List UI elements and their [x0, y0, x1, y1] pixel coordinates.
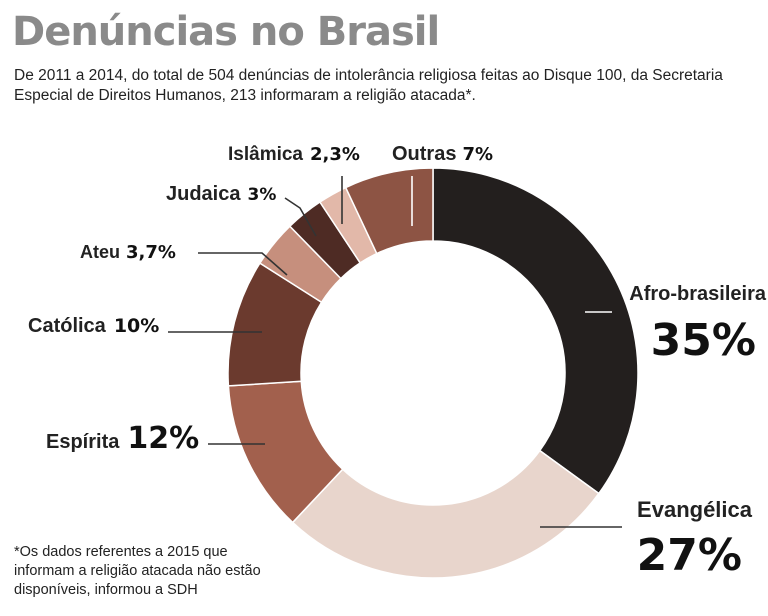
slice-label-catolica: Católica	[28, 315, 107, 337]
leader-line-judaica	[284, 197, 317, 237]
slice-value-afro-brasileira: 35%	[651, 315, 756, 366]
page-title: Denúncias no Brasil	[12, 9, 440, 55]
slice-value-outras: 7%	[462, 144, 493, 165]
slice-label-ateu: Ateu	[80, 242, 120, 262]
leader-line-ateu	[198, 252, 288, 276]
slice-label-islamica: Islâmica	[228, 144, 303, 165]
slice-value-espirita: 12%	[127, 421, 199, 456]
slice-afro-brasileira	[432, 167, 639, 495]
slice-value-islamica: 2,3%	[310, 144, 360, 165]
slice-label-judaica: Judaica	[166, 183, 241, 205]
slice-value-catolica: 10%	[114, 315, 159, 337]
slice-outras	[344, 167, 434, 255]
slice-label-evangelica: Evangélica	[637, 497, 753, 522]
chart-subtitle: De 2011 a 2014, do total de 504 denúncia…	[14, 67, 723, 104]
slice-label-afro-brasileira: Afro-brasileira	[629, 283, 767, 305]
slice-value-ateu: 3,7%	[126, 242, 176, 263]
slice-label-espirita: Espírita	[46, 431, 120, 453]
slice-value-evangelica: 27%	[637, 530, 742, 581]
footnote: *Os dados referentes a 2015 que informam…	[14, 544, 261, 598]
slice-value-judaica: 3%	[247, 185, 276, 205]
slice-evangelica	[291, 449, 600, 579]
slice-label-outras: Outras	[392, 143, 456, 165]
